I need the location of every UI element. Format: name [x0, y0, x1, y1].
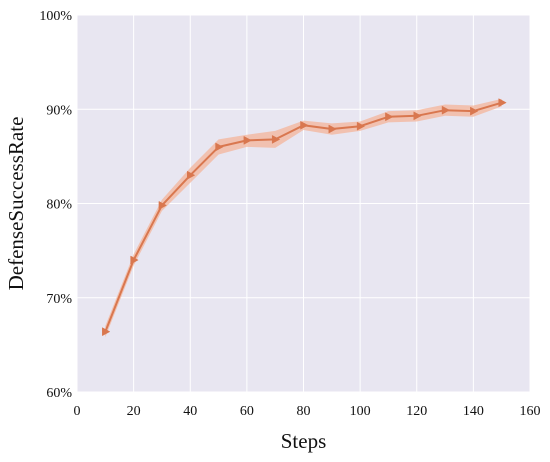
x-tick-label: 120	[406, 404, 427, 419]
data-point	[158, 200, 167, 210]
confidence-band	[105, 98, 502, 338]
y-tick-label: 100%	[39, 9, 72, 24]
y-tick-label: 90%	[46, 103, 72, 118]
data-point	[413, 111, 422, 121]
data-point	[130, 255, 139, 265]
x-tick-label: 160	[520, 404, 541, 419]
series-0-band	[105, 98, 502, 338]
data-point	[356, 121, 366, 131]
data-point	[470, 106, 479, 116]
data-point	[441, 105, 451, 115]
x-tick-label: 60	[240, 404, 254, 419]
y-tick-label: 80%	[46, 198, 72, 213]
y-tick-label: 70%	[46, 292, 72, 307]
grid-lines	[76, 14, 531, 393]
data-point	[215, 142, 224, 152]
data-point	[187, 170, 196, 180]
x-tick-label: 40	[183, 404, 197, 419]
x-tick-label: 80	[297, 404, 311, 419]
y-axis-ticks: 60% 70% 80% 90% 100%	[39, 9, 72, 401]
x-tick-label: 0	[74, 404, 81, 419]
data-point	[300, 120, 309, 130]
data-point	[498, 98, 507, 108]
y-tick-label: 60%	[46, 386, 72, 401]
data-point	[328, 124, 337, 134]
data-point	[385, 112, 394, 122]
x-tick-label: 20	[127, 404, 141, 419]
y-axis-title: DefenseSuccessRate	[4, 117, 28, 291]
x-tick-label: 140	[463, 404, 484, 419]
data-point	[271, 134, 281, 144]
series-markers	[102, 98, 507, 337]
data-point	[243, 135, 252, 145]
x-axis-title: Steps	[281, 429, 327, 453]
data-point	[102, 327, 111, 337]
x-tick-label: 100	[350, 404, 371, 419]
x-axis-ticks: 0 20 40 60 80 100 120 140 160	[74, 404, 541, 419]
